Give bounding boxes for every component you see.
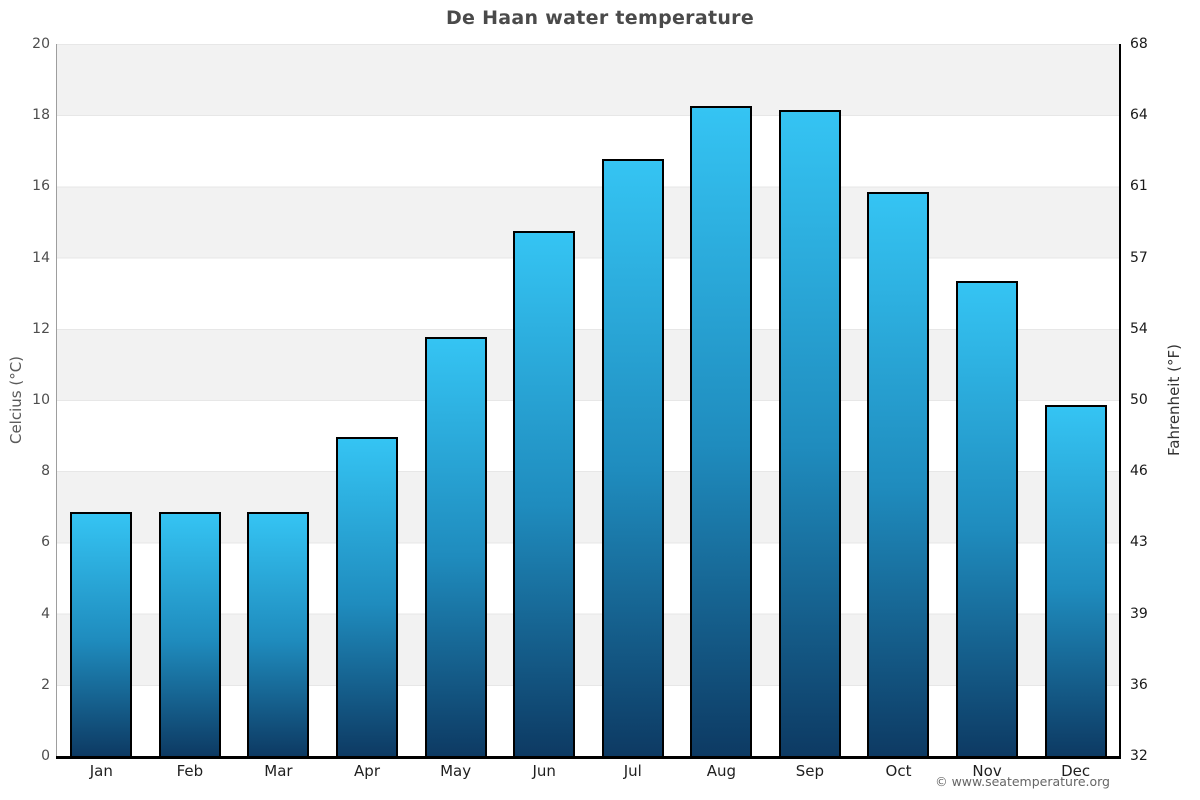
bars-container [57, 44, 1120, 756]
x-axis-label-jan: Jan [89, 762, 113, 780]
bar-jan[interactable] [70, 511, 133, 756]
x-axis-label-aug: Aug [706, 762, 736, 780]
y-axis-right-tick: 68 [1130, 36, 1148, 52]
bar-mar[interactable] [247, 511, 310, 756]
y-axis-title-celsius: Celcius (°C) [7, 355, 25, 445]
y-axis-right-tick: 32 [1130, 748, 1148, 764]
y-axis-left-tick: 12 [32, 320, 50, 337]
bar-jun[interactable] [513, 230, 576, 756]
x-axis-label-dec: Dec [1061, 762, 1091, 780]
bar-slot [943, 44, 1032, 756]
y-axis-right-tick: 36 [1130, 676, 1148, 693]
y-axis-line-left [56, 44, 57, 756]
y-axis-left-tick: 10 [32, 392, 50, 408]
chart-title: De Haan water temperature [445, 7, 755, 29]
bar-oct[interactable] [867, 191, 930, 756]
bar-sep[interactable] [778, 109, 841, 756]
y-axis-right-tick: 46 [1130, 463, 1148, 480]
y-axis-right-tick: 50 [1130, 392, 1148, 408]
x-axis-label-jul: Jul [623, 762, 642, 780]
bar-slot [411, 44, 500, 756]
bar-may[interactable] [424, 337, 487, 756]
x-axis-label-apr: Apr [354, 762, 380, 780]
y-axis-left-tick: 2 [41, 676, 50, 693]
bar-slot [854, 44, 943, 756]
bar-slot [1031, 44, 1120, 756]
x-axis-label-feb: Feb [176, 762, 204, 780]
x-axis-label-nov: Nov [972, 762, 1002, 780]
bar-aug[interactable] [690, 106, 753, 756]
y-axis-left-ticks: 20 18 16 14 12 10 8 6 4 2 0 [0, 0, 50, 800]
bar-slot [57, 44, 146, 756]
y-axis-right-tick: 54 [1130, 320, 1148, 337]
y-axis-left-tick: 14 [32, 249, 50, 266]
bar-slot [323, 44, 412, 756]
y-axis-left-tick: 4 [41, 605, 50, 622]
x-axis-label-jun: Jun [532, 762, 556, 780]
bar-slot [677, 44, 766, 756]
y-axis-left-tick: 8 [41, 463, 50, 480]
plot-area [57, 44, 1120, 756]
bar-dec[interactable] [1044, 405, 1107, 756]
bar-slot [588, 44, 677, 756]
y-axis-right-tick: 61 [1130, 178, 1148, 195]
x-axis-label-may: May [440, 762, 472, 780]
y-axis-left-tick: 6 [41, 534, 50, 551]
y-axis-left-tick: 20 [32, 36, 50, 52]
bar-slot [146, 44, 235, 756]
x-axis-label-mar: Mar [264, 762, 293, 780]
y-axis-line-right [1119, 44, 1121, 756]
bar-apr[interactable] [336, 437, 399, 756]
bar-nov[interactable] [956, 280, 1019, 756]
y-axis-right-tick: 43 [1130, 534, 1148, 551]
x-axis-label-oct: Oct [885, 762, 912, 780]
attribution-link[interactable]: © www.seatemperature.org [935, 774, 1110, 789]
y-axis-title-fahrenheit: Fahrenheit (°F) [1165, 344, 1183, 456]
x-axis-line [56, 756, 1121, 759]
y-axis-left-tick: 0 [41, 748, 50, 764]
bar-slot [234, 44, 323, 756]
x-axis-labels: Jan Feb Mar Apr May Jun Jul Aug Sep Oct Nov Dec [57, 762, 1120, 780]
y-axis-left-tick: 16 [32, 178, 50, 195]
bar-slot [766, 44, 855, 756]
y-axis-right-tick: 57 [1130, 249, 1148, 266]
y-axis-right-tick: 39 [1130, 605, 1148, 622]
x-axis-label-sep: Sep [795, 762, 825, 780]
bar-jul[interactable] [601, 159, 664, 756]
bar-slot [500, 44, 589, 756]
bar-feb[interactable] [158, 511, 221, 756]
y-axis-right-tick: 64 [1130, 107, 1148, 124]
y-axis-left-tick: 18 [32, 107, 50, 124]
y-axis-right-ticks: 68 64 61 57 54 50 46 43 39 36 32 [1130, 0, 1190, 800]
